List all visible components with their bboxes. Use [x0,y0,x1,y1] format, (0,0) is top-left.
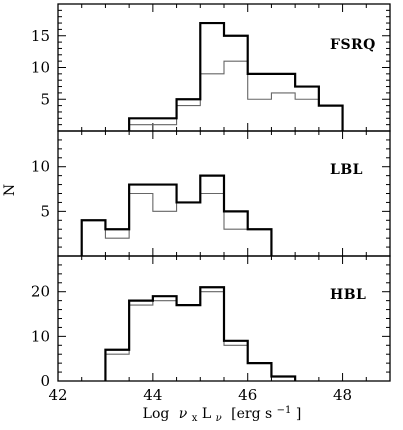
panel-label-lbl: LBL [330,162,363,178]
x-axis-title-exp: −1 [277,405,292,416]
x-axis-title-x-sub: x [192,413,198,424]
panel-label-hbl: HBL [330,287,366,303]
y-tick-label: 0 [40,372,50,390]
x-axis-title-close: ] [296,406,301,422]
x-tick-label: 48 [333,386,352,404]
x-axis-title-nu: ν [179,406,188,422]
x-tick-label: 46 [238,386,257,404]
y-tick-label: 20 [31,283,50,301]
panel-label-fsrq: FSRQ [330,37,376,53]
histogram-series-thin [128,60,344,131]
y-tick-label: 15 [31,27,50,45]
x-axis-title: Log ν x L ν [erg s −1 ] [143,401,302,425]
y-tick-label: 5 [40,90,50,108]
x-tick-labels: 42 44 46 48 [48,386,352,404]
histogram-series-thick [80,174,273,256]
y-tick-label: 5 [40,202,50,220]
histogram-series-thin [81,192,272,256]
x-axis-title-L: L [202,406,211,422]
y-tick-label: 10 [31,327,50,345]
panels-group: 5 10 15 FSRQ 5 10 LBL 0 10 20 HBL [31,3,391,390]
histogram-series-thick [104,286,297,381]
x-axis-title-prefix: Log [143,406,170,422]
x-tick-label: 44 [143,386,162,404]
panel-hbl: 0 10 20 HBL [31,255,391,390]
x-tick-label: 42 [48,386,67,404]
y-tick-label: 10 [31,158,50,176]
histogram-series-thick [128,21,344,131]
panel-fsrq: 5 10 15 FSRQ [31,3,391,132]
x-axis-title-units: [erg s [231,406,272,422]
y-tick-label: 10 [31,59,50,77]
panel-lbl: 5 10 LBL [31,130,391,257]
x-axis-title-nu-sub: ν [216,413,222,424]
y-axis-title: N [2,184,18,196]
